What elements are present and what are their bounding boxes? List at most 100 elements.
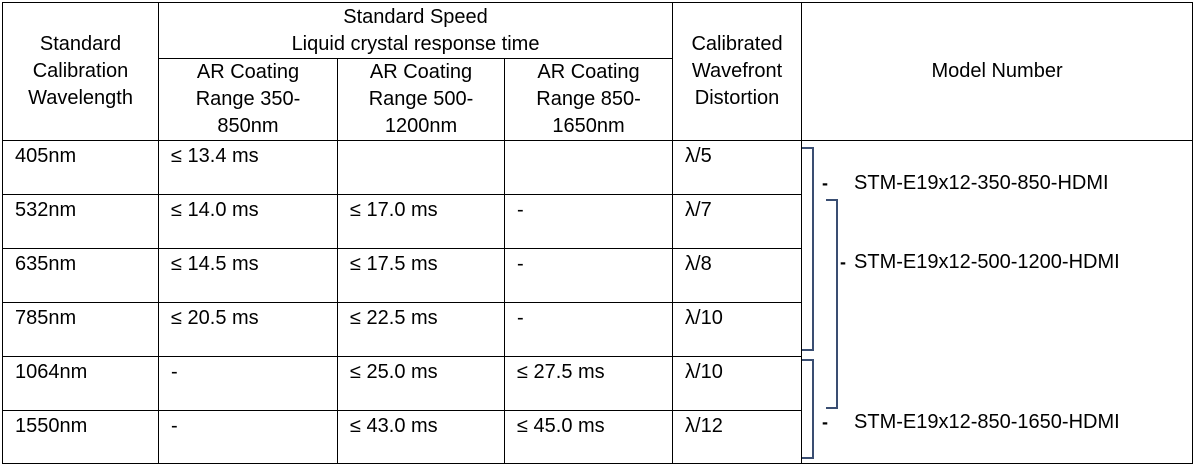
model-label-350-850: STM-E19x12-350-850-HDMI bbox=[854, 172, 1109, 194]
wavelength-value: 1064nm bbox=[15, 361, 88, 383]
table-row: 532nm ≤ 14.0 ms ≤ 17.0 ms - λ/7 bbox=[2, 194, 1193, 249]
cell-wavelength: 1550nm bbox=[2, 410, 159, 464]
header-ar-850-line-2: Range 850- bbox=[536, 88, 641, 110]
table-row: 635nm ≤ 14.5 ms ≤ 17.5 ms - λ/8 bbox=[2, 248, 1193, 303]
header-ar-500-line-3: 1200nm bbox=[384, 115, 458, 137]
model-label-500-1200: STM-E19x12-500-1200-HDMI bbox=[854, 251, 1120, 273]
cell-ar-850: - bbox=[503, 194, 674, 249]
header-ar-850: AR Coating Range 850- 1650nm bbox=[503, 58, 674, 141]
header-ar-850-line-3: 1650nm bbox=[552, 115, 625, 137]
cell-ar-850: ≤ 27.5 ms bbox=[503, 356, 674, 411]
cell-distortion: λ/5 bbox=[672, 140, 803, 195]
ar-850-value: ≤ 45.0 ms bbox=[517, 415, 605, 437]
ar-350-value: - bbox=[171, 415, 178, 437]
ar-500-value: ≤ 43.0 ms bbox=[350, 415, 438, 437]
model-bracket-group: - STM-E19x12-350-850-HDMI - STM-E19x12-5… bbox=[802, 141, 1192, 463]
ar-350-value: ≤ 14.5 ms bbox=[171, 253, 259, 275]
header-ar-500-line-2: Range 500- bbox=[368, 88, 474, 110]
cell-wavelength: 785nm bbox=[2, 302, 159, 357]
ar-350-value: ≤ 14.0 ms bbox=[171, 199, 259, 221]
ar-850-value: - bbox=[517, 199, 524, 221]
ar-850-value: ≤ 27.5 ms bbox=[517, 361, 605, 383]
wavelength-value: 532nm bbox=[15, 199, 77, 221]
header-wavelength-line-3: Wavelength bbox=[28, 87, 133, 109]
cell-ar-500: ≤ 25.0 ms bbox=[337, 356, 505, 411]
model-number-cell: - STM-E19x12-350-850-HDMI - STM-E19x12-5… bbox=[801, 140, 1194, 464]
cell-ar-850 bbox=[503, 140, 674, 195]
distortion-value: λ/10 bbox=[685, 361, 723, 383]
header-wavelength-line-2: Calibration bbox=[32, 60, 129, 82]
header-wavelength: Standard Calibration Wavelength bbox=[2, 2, 159, 141]
header-model-label: Model Number bbox=[931, 60, 1063, 82]
model-label-850-1650: STM-E19x12-850-1650-HDMI bbox=[854, 411, 1120, 433]
cell-ar-500: ≤ 43.0 ms bbox=[337, 410, 505, 464]
cell-wavelength: 635nm bbox=[2, 248, 159, 303]
wavelength-value: 635nm bbox=[15, 253, 77, 275]
table-row: 1064nm - ≤ 25.0 ms ≤ 27.5 ms λ/10 bbox=[2, 356, 1193, 411]
header-ar-850-line-1: AR Coating bbox=[537, 61, 640, 83]
header-speed-line-2: Liquid crystal response time bbox=[291, 32, 540, 55]
cell-ar-350: ≤ 13.4 ms bbox=[158, 140, 338, 195]
cell-ar-500: ≤ 22.5 ms bbox=[337, 302, 505, 357]
distortion-value: λ/12 bbox=[685, 415, 723, 437]
ar-500-value: ≤ 22.5 ms bbox=[350, 307, 438, 329]
dash-850-1650: - bbox=[822, 412, 829, 432]
distortion-value: λ/8 bbox=[685, 253, 712, 275]
dash-350-850: - bbox=[822, 173, 829, 193]
distortion-value: λ/5 bbox=[685, 145, 712, 167]
cell-ar-350: - bbox=[158, 356, 338, 411]
cell-ar-500: ≤ 17.5 ms bbox=[337, 248, 505, 303]
ar-850-value: - bbox=[517, 253, 524, 275]
cell-ar-500 bbox=[337, 140, 505, 195]
wavelength-value: 405nm bbox=[15, 145, 77, 167]
ar-350-value: ≤ 13.4 ms bbox=[171, 145, 259, 167]
header-ar-350: AR Coating Range 350- 850nm bbox=[158, 58, 338, 141]
cell-ar-350: - bbox=[158, 410, 338, 464]
distortion-value: λ/7 bbox=[685, 199, 712, 221]
ar-850-value: - bbox=[517, 307, 524, 329]
ar-350-value: ≤ 20.5 ms bbox=[171, 307, 259, 329]
cell-ar-850: - bbox=[503, 248, 674, 303]
bracket-850-1650 bbox=[802, 359, 815, 459]
ar-500-value: ≤ 25.0 ms bbox=[350, 361, 438, 383]
header-wavelength-line-1: Standard bbox=[39, 33, 122, 55]
ar-500-value: ≤ 17.5 ms bbox=[350, 253, 438, 275]
cell-distortion: λ/7 bbox=[672, 194, 803, 249]
table-row: 785nm ≤ 20.5 ms ≤ 22.5 ms - λ/10 bbox=[2, 302, 1193, 357]
cell-ar-350: ≤ 20.5 ms bbox=[158, 302, 338, 357]
cell-ar-350: ≤ 14.0 ms bbox=[158, 194, 338, 249]
cell-distortion: λ/12 bbox=[672, 410, 803, 464]
cell-ar-850: ≤ 45.0 ms bbox=[503, 410, 674, 464]
header-distortion-line-1: Calibrated bbox=[691, 33, 783, 55]
distortion-value: λ/10 bbox=[685, 307, 723, 329]
cell-distortion: λ/10 bbox=[672, 302, 803, 357]
header-ar-350-line-1: AR Coating bbox=[196, 61, 300, 83]
ar-350-value: - bbox=[171, 361, 178, 383]
header-distortion-line-3: Distortion bbox=[694, 87, 780, 109]
cell-ar-500: ≤ 17.0 ms bbox=[337, 194, 505, 249]
dash-500-1200: - bbox=[840, 252, 847, 272]
header-model-number: Model Number bbox=[801, 2, 1194, 141]
cell-ar-350: ≤ 14.5 ms bbox=[158, 248, 338, 303]
wavelength-value: 785nm bbox=[15, 307, 77, 329]
header-speed-line-1: Standard Speed bbox=[343, 5, 488, 28]
cell-wavelength: 405nm bbox=[2, 140, 159, 195]
cell-ar-850: - bbox=[503, 302, 674, 357]
header-distortion: Calibrated Wavefront Distortion bbox=[672, 2, 803, 141]
header-distortion-line-2: Wavefront bbox=[691, 60, 783, 82]
bracket-500-1200 bbox=[826, 199, 839, 409]
header-ar-500: AR Coating Range 500- 1200nm bbox=[337, 58, 505, 141]
header-ar-350-line-3: 850nm bbox=[217, 115, 279, 137]
cell-wavelength: 1064nm bbox=[2, 356, 159, 411]
cell-wavelength: 532nm bbox=[2, 194, 159, 249]
cell-distortion: λ/10 bbox=[672, 356, 803, 411]
cell-distortion: λ/8 bbox=[672, 248, 803, 303]
header-ar-350-line-2: Range 350- bbox=[195, 88, 301, 110]
header-standard-speed: Standard Speed Liquid crystal response t… bbox=[157, 2, 674, 59]
table-row: 405nm ≤ 13.4 ms λ/5 - STM-E19x12-350-850… bbox=[2, 140, 1194, 464]
bracket-350-850 bbox=[802, 147, 815, 351]
ar-500-value: ≤ 17.0 ms bbox=[350, 199, 438, 221]
wavelength-value: 1550nm bbox=[15, 415, 88, 437]
header-ar-500-line-1: AR Coating bbox=[369, 61, 473, 83]
